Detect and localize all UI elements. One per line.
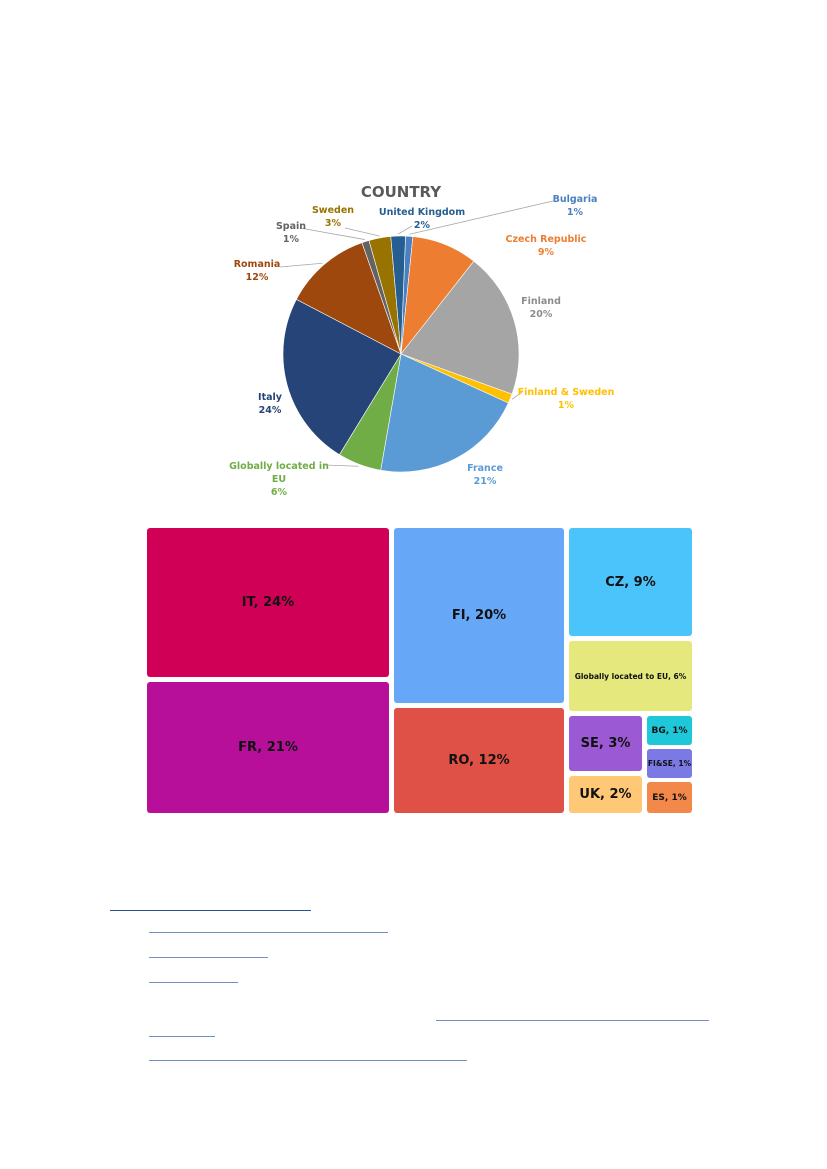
pie-data-label: Spain 1% [276,221,306,245]
pie-data-label: Czech Republic 9% [506,234,587,258]
pie-leader-line [299,227,365,240]
pie-leader-line [344,227,380,237]
treemap-tile-label: RO, 12% [448,753,510,768]
pie-leader-line [409,200,554,235]
treemap-tile: FI&SE, 1% [647,749,692,778]
pie-chart-svg: COUNTRY Bulgaria 1% Czech Republic 9% Finlan… [229,183,615,498]
link-underline[interactable] [149,957,268,958]
pie-data-label: Italy 24% [258,392,283,416]
pie-slice-finland [400,260,520,395]
pie-data-label: United Kingdom 2% [379,207,465,231]
pie-slice-france [380,353,509,473]
treemap-tile: Globally located to EU, 6% [569,641,692,711]
pie-data-label: Sweden 3% [312,205,354,229]
treemap-tile-label: BG, 1% [651,725,688,736]
treemap-tile-label: CZ, 9% [605,574,656,590]
link-underline[interactable] [149,932,388,933]
pie-data-label: France 21% [467,463,503,487]
treemap-tile-label: FI&SE, 1% [647,759,692,768]
pie-chart: COUNTRY Bulgaria 1% Czech Republic 9% Finlan… [0,0,827,520]
treemap-tile-label: ES, 1% [652,792,687,803]
treemap-tile-label: IT, 24% [241,595,295,610]
pie-data-label: Finland 20% [521,296,561,320]
pie-slice-united-kingdom [390,235,406,355]
treemap-tile-label: UK, 2% [579,787,632,802]
treemap-tile: BG, 1% [647,716,692,745]
treemap-tile-label: FR, 21% [238,740,298,755]
treemap-tile: FR, 21% [147,682,389,813]
pie-leader-line [397,225,413,235]
treemap-tile: RO, 12% [394,708,564,813]
link-underline[interactable] [436,1020,709,1021]
pie-data-label: Finland & Sweden 1% [518,387,615,411]
treemap-tile: UK, 2% [569,776,642,813]
pie-leader-line [324,464,359,467]
link-underline[interactable] [149,1060,467,1061]
pie-chart-title: COUNTRY [361,183,442,201]
link-underline[interactable] [110,910,311,911]
treemap-tile-label: Globally located to EU, 6% [574,671,687,681]
pie-leader-line [279,262,323,268]
treemap-tile: CZ, 9% [569,528,692,636]
link-underline[interactable] [149,1036,215,1037]
treemap-tile-label: FI, 20% [451,608,507,623]
pie-slice-italy [282,298,402,456]
pie-slice-romania [296,242,402,355]
pie-leader-line [511,391,523,400]
treemap-tile-label: SE, 3% [580,736,631,751]
treemap-tile: SE, 3% [569,716,642,771]
link-underline[interactable] [149,982,238,983]
treemap-tile: IT, 24% [147,528,389,677]
treemap-tile: FI, 20% [394,528,564,703]
pie-data-label: Bulgaria 1% [553,194,598,218]
pie-data-label: Globally located in EU 6% [229,461,329,498]
treemap-tile: ES, 1% [647,782,692,813]
pie-data-label: Romania 12% [234,259,281,283]
